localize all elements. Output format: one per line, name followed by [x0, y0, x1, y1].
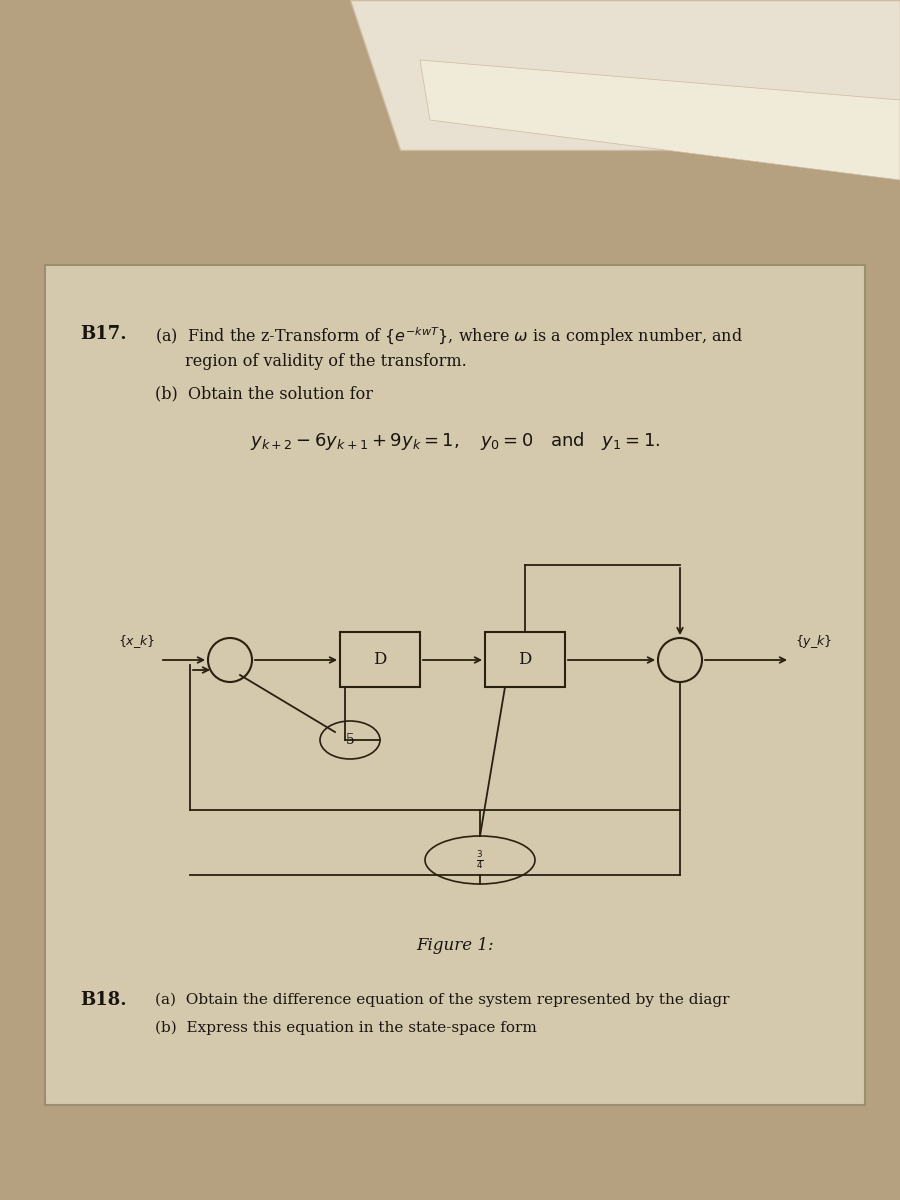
- Text: 5: 5: [346, 733, 355, 746]
- Text: D: D: [374, 652, 387, 668]
- Polygon shape: [350, 0, 900, 150]
- Text: (b)  Obtain the solution for: (b) Obtain the solution for: [155, 385, 373, 402]
- Polygon shape: [420, 60, 900, 180]
- Text: $\{x\_k\}$: $\{x\_k\}$: [118, 634, 156, 650]
- FancyBboxPatch shape: [340, 632, 420, 686]
- Text: (b)  Express this equation in the state-space form: (b) Express this equation in the state-s…: [155, 1021, 536, 1036]
- FancyBboxPatch shape: [45, 265, 865, 1105]
- Text: D: D: [518, 652, 532, 668]
- Text: region of validity of the transform.: region of validity of the transform.: [185, 353, 467, 370]
- FancyBboxPatch shape: [485, 632, 565, 686]
- Text: $\frac{3}{4}$: $\frac{3}{4}$: [476, 850, 484, 871]
- Text: $y_{k+2} - 6y_{k+1} + 9y_k = 1, \quad y_0 = 0 \quad \mathrm{and} \quad y_1 = 1.$: $y_{k+2} - 6y_{k+1} + 9y_k = 1, \quad y_…: [250, 430, 660, 452]
- Text: B17.: B17.: [80, 325, 127, 343]
- Text: Figure 1:: Figure 1:: [416, 936, 494, 954]
- Text: B18.: B18.: [80, 991, 127, 1009]
- Text: (a)  Obtain the difference equation of the system represented by the diagr: (a) Obtain the difference equation of th…: [155, 992, 730, 1007]
- Text: (a)  Find the z-Transform of $\{e^{-kwT}\}$, where $\omega$ is a complex number,: (a) Find the z-Transform of $\{e^{-kwT}\…: [155, 325, 742, 348]
- Text: $\{y\_k\}$: $\{y\_k\}$: [795, 634, 833, 650]
